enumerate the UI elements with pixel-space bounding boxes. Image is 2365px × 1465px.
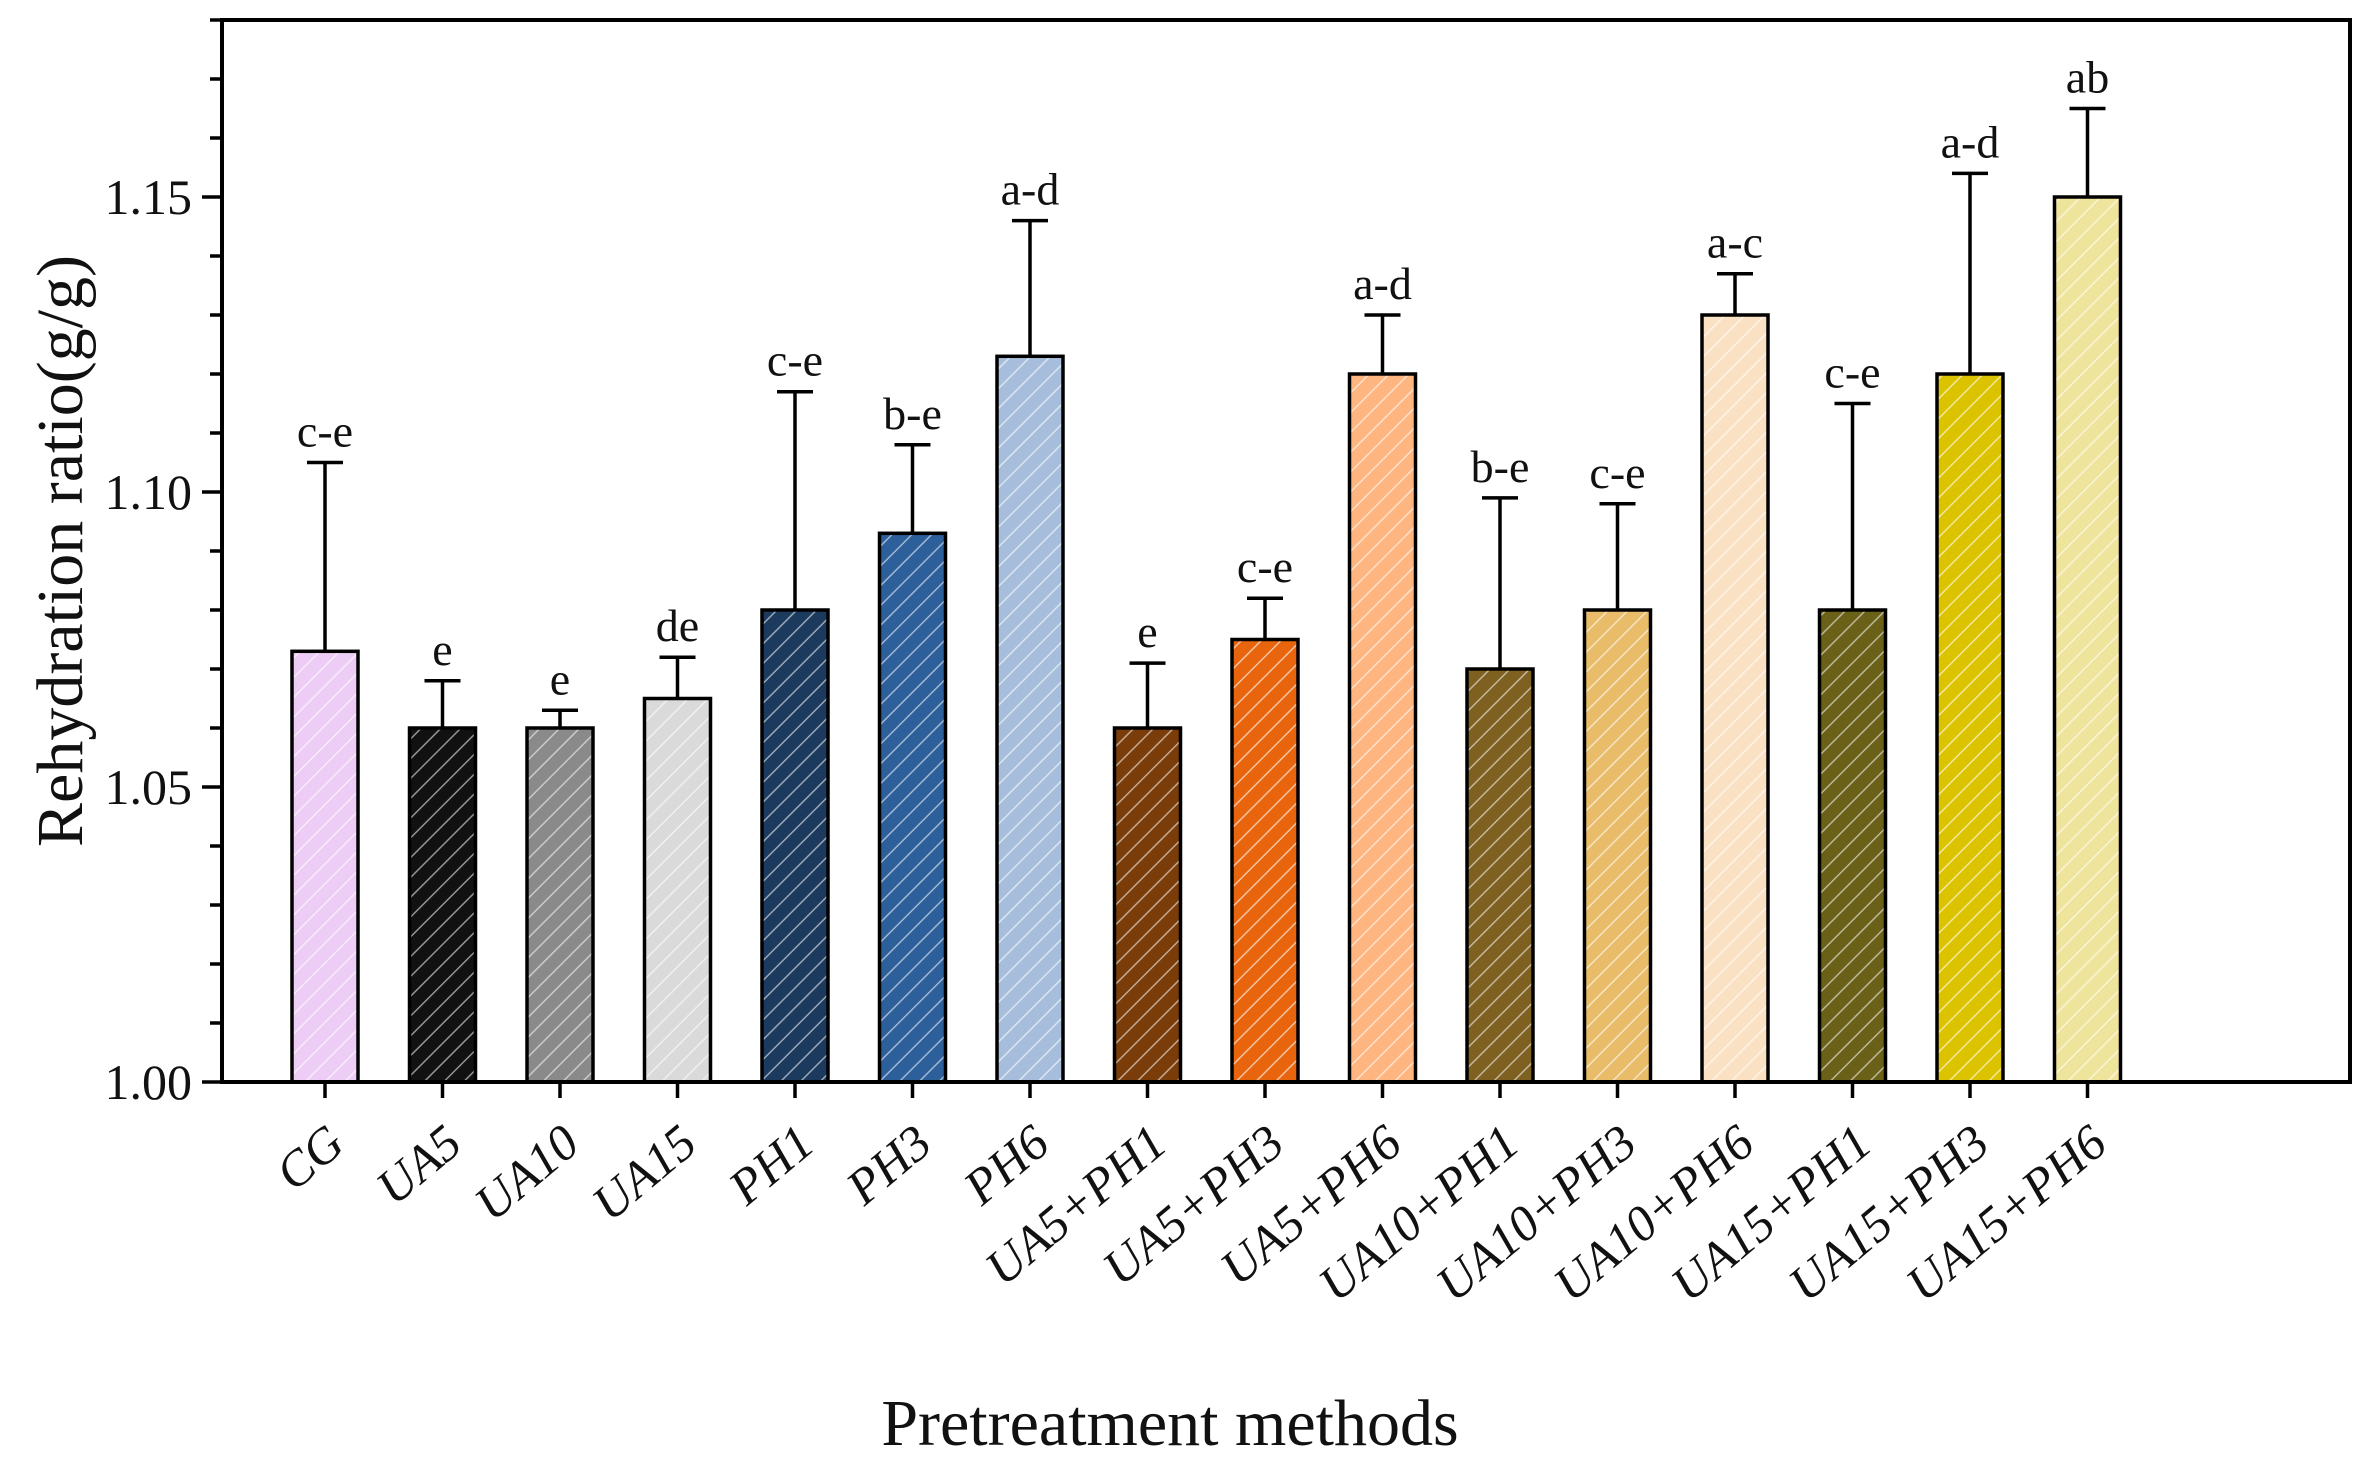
bar-ua15-plus-ph1 [1817,608,1888,1084]
significance-label: c-e [1237,541,1293,592]
significance-label: c-e [1824,347,1880,398]
bar-ua10-plus-ph1 [1465,667,1535,1084]
bar-ph3 [877,531,948,1084]
significance-label: de [656,600,699,651]
significance-label: a-c [1707,217,1763,268]
x-tick-label: UA15 [581,1114,706,1232]
bar-cg [290,649,360,1084]
y-axis: 1.00 1.05 1.10 1.15 [105,18,222,1110]
bars-layer [290,195,2123,1084]
bar-ua5 [407,726,478,1084]
x-tick-label: PH3 [835,1114,942,1216]
bar-ua5-plus-ph3 [1230,637,1300,1084]
error-bars-layer [307,106,2106,728]
significance-labels-layer: c-e e e de c-e b-e a-d e c-e a-d b-e c-e a-c c-e a-d ab [297,52,2109,705]
x-tick-label: UA5 [365,1114,471,1216]
bar-ph6 [995,354,1065,1084]
significance-label: a-d [1941,116,2000,167]
significance-label: ab [2066,52,2109,103]
bar-ua10-plus-ph6 [1700,313,1770,1084]
bar-ua15-plus-ph6 [2052,195,2123,1084]
significance-label: e [550,653,570,704]
x-tick-label: PH1 [717,1114,824,1216]
y-tick-label: 1.00 [105,1054,193,1110]
y-tick-label: 1.10 [105,464,193,520]
significance-label: e [432,624,452,675]
x-tick-label: CG [265,1114,354,1202]
y-tick-label: 1.05 [105,759,193,815]
significance-label: c-e [297,406,353,457]
x-tick-label: UA10 [464,1114,589,1232]
bar-ph1 [760,608,830,1084]
significance-label: a-d [1353,258,1412,309]
bar-ua15-plus-ph3 [1935,372,2005,1084]
bar-ua5-plus-ph6 [1347,372,1418,1084]
bar-ua15 [642,696,713,1084]
significance-label: c-e [1589,447,1645,498]
significance-label: e [1137,606,1157,657]
y-axis-title: Rehydration ratio(g/g) [24,255,97,847]
significance-label: b-e [883,388,942,439]
y-tick-label: 1.15 [105,169,193,225]
significance-label: a-d [1001,164,1060,215]
x-axis-title: Pretreatment methods [881,1387,1458,1460]
significance-label: b-e [1471,441,1530,492]
bar-ua10 [525,726,595,1084]
bar-ua10-plus-ph3 [1582,608,1653,1084]
significance-label: c-e [767,335,823,386]
bar-ua5-plus-ph1 [1112,726,1183,1084]
